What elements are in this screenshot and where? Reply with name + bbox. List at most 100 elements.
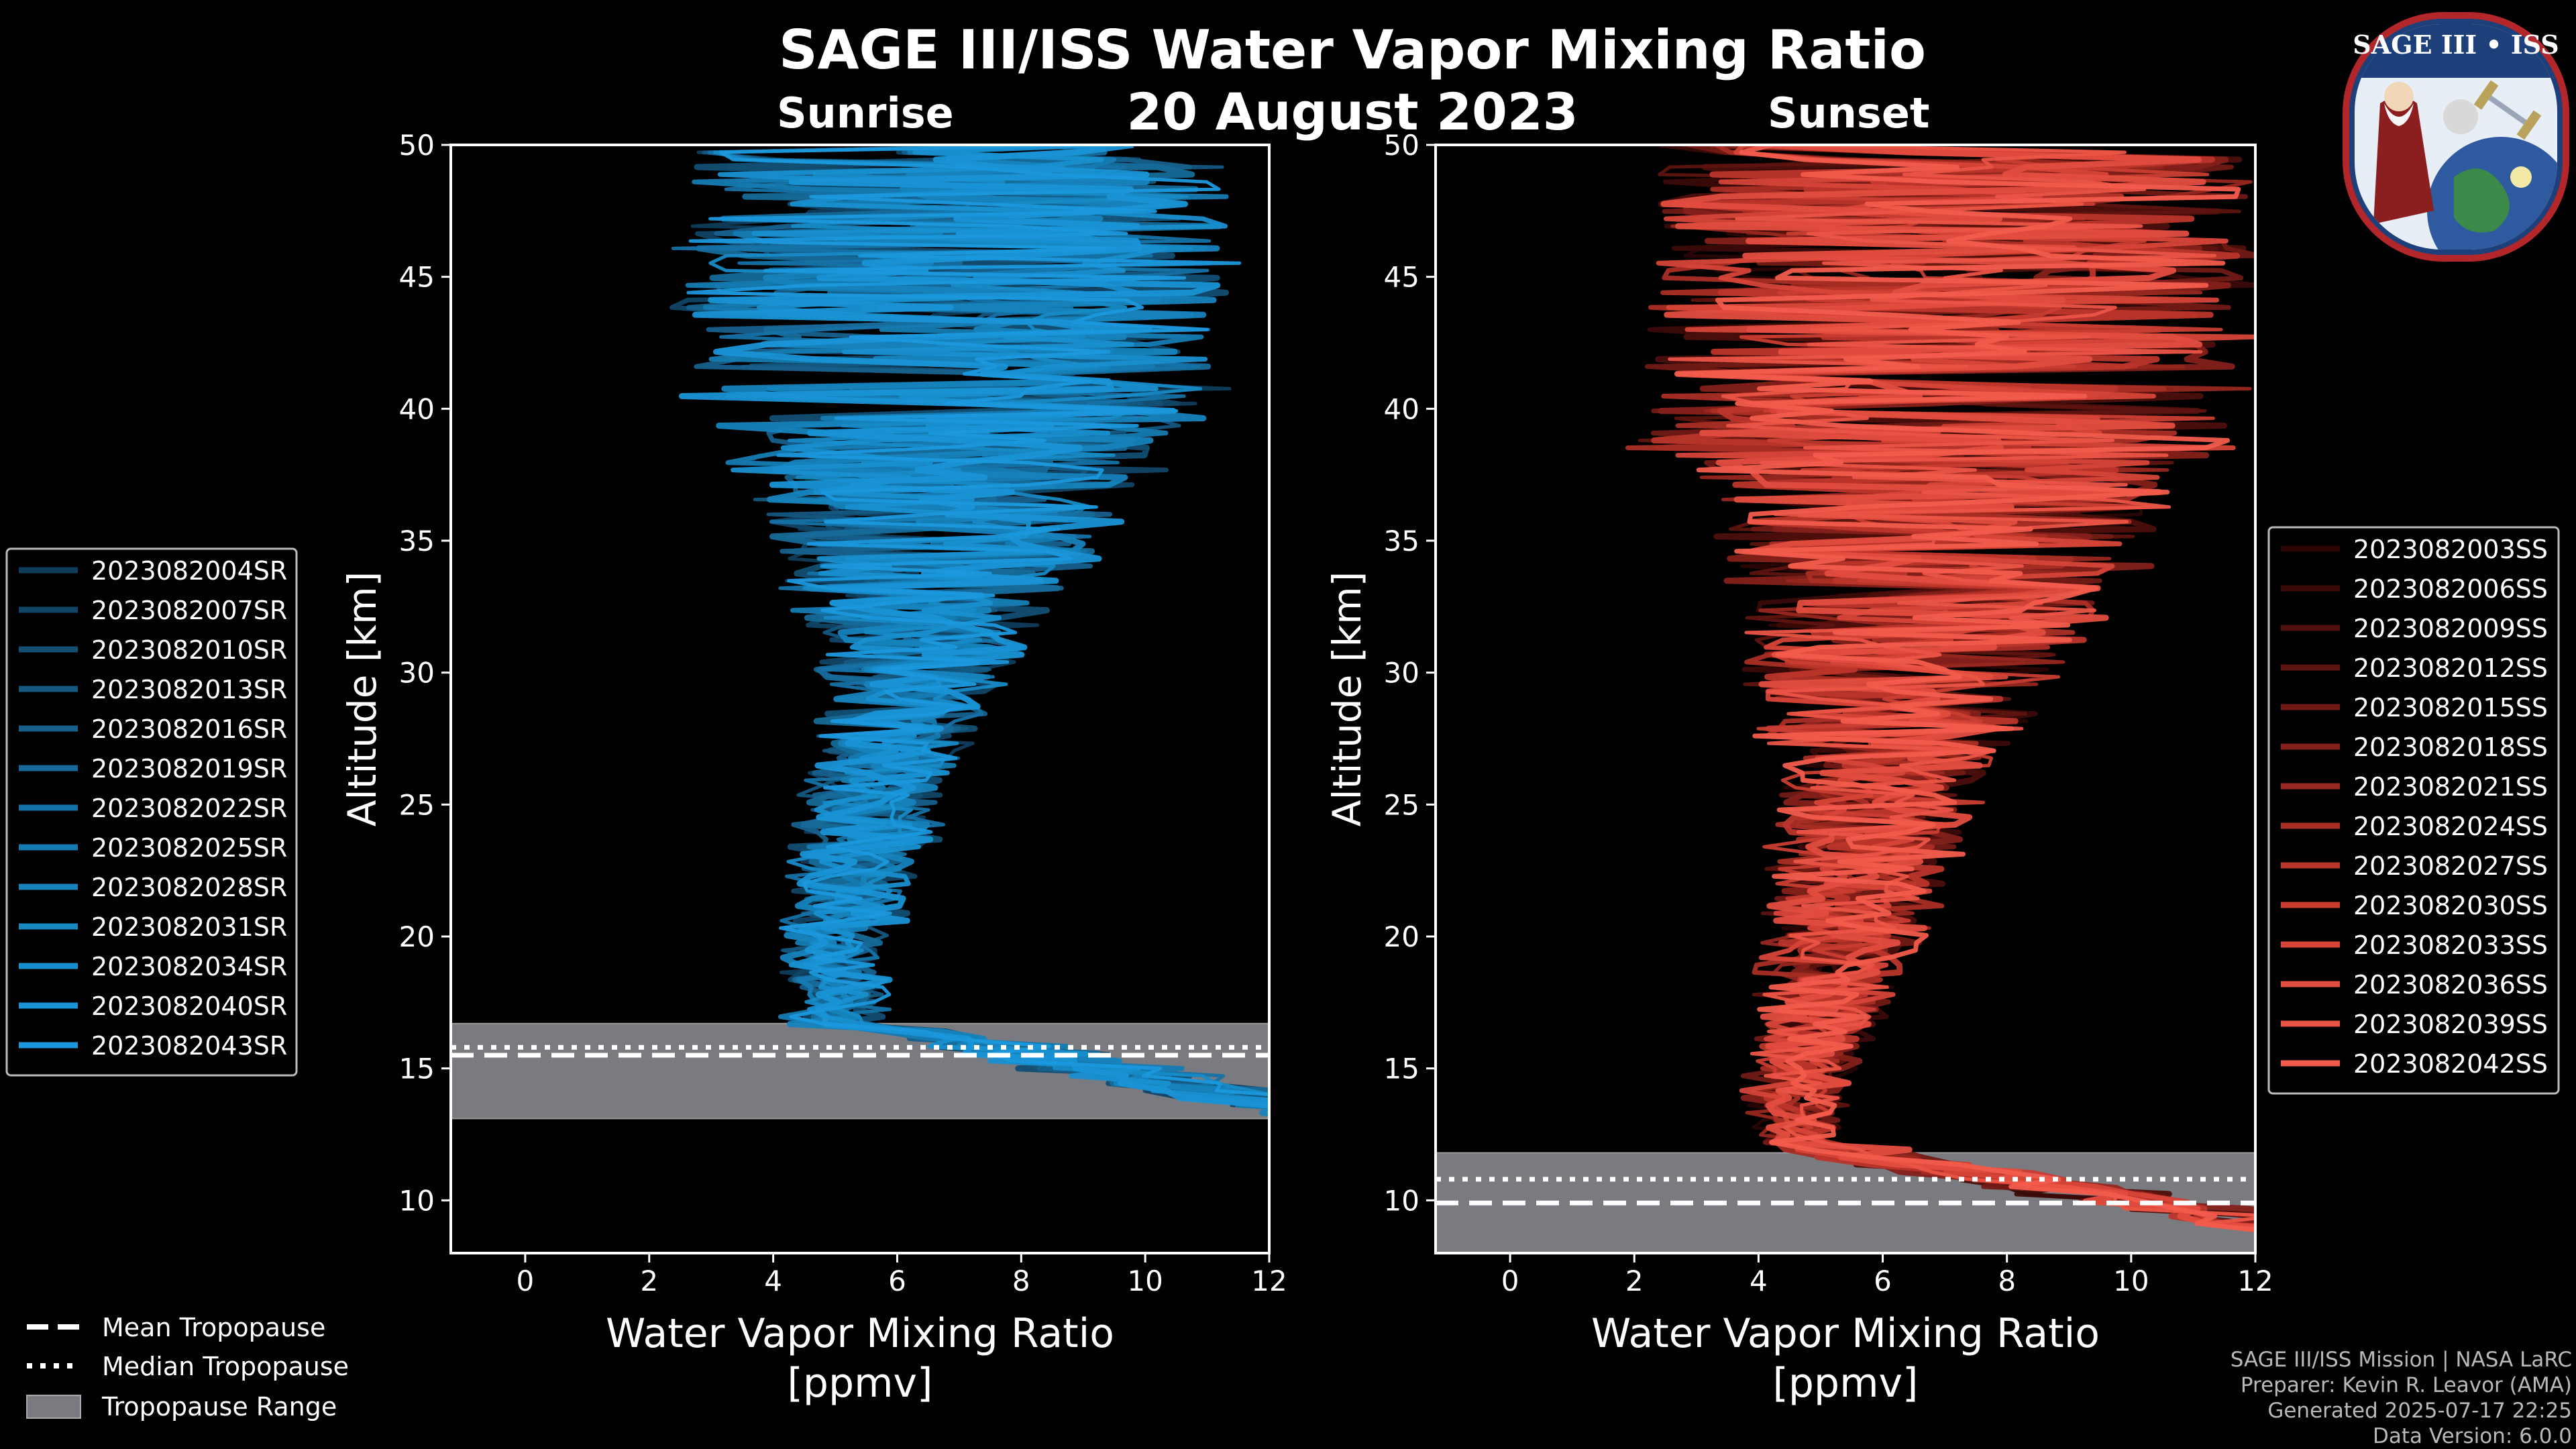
sage-mission-logo: SAGE III • ISS xyxy=(2343,12,2569,262)
y-tick-label: 50 xyxy=(399,129,435,162)
y-tick-label: 40 xyxy=(1384,392,1419,425)
legend-label: 2023082012SS xyxy=(2353,653,2548,683)
legend-label: 2023082025SR xyxy=(91,833,287,863)
sage-figure-icon xyxy=(2373,97,2434,224)
x-tick-label: 6 xyxy=(1874,1265,1892,1297)
profile-2023082030SS xyxy=(1714,145,2255,1228)
legend-label: 2023082019SR xyxy=(91,754,287,784)
profile-2023082040SR xyxy=(678,145,1269,1109)
sunrise-legend: 2023082004SR 2023082007SR 2023082010SR 2023… xyxy=(5,547,298,1077)
x-tick-label: 2 xyxy=(1625,1265,1644,1297)
x-axis-label: Water Vapor Mixing Ratio xyxy=(606,1310,1114,1357)
y-tick-label: 10 xyxy=(399,1184,435,1217)
tropopause-range-label: Tropopause Range xyxy=(101,1392,337,1421)
moon-icon xyxy=(2443,99,2478,134)
footer-credits: SAGE III/ISS Mission | NASA LaRC Prepare… xyxy=(2231,1347,2572,1449)
x-tick-label: 4 xyxy=(1750,1265,1768,1297)
legend-label: 2023082033SS xyxy=(2353,930,2548,960)
profile-2023082042SS xyxy=(1674,145,2255,1233)
y-tick-label: 10 xyxy=(1384,1184,1419,1217)
legend-label: 2023082004SR xyxy=(91,556,287,586)
legend-label: 2023082016SR xyxy=(91,714,287,744)
legend-label: 2023082024SS xyxy=(2353,812,2548,841)
legend-label: 2023082042SS xyxy=(2353,1049,2548,1079)
tropopause-range-swatch xyxy=(26,1395,81,1419)
y-tick-label: 25 xyxy=(399,788,435,821)
legend-label: 2023082028SR xyxy=(91,873,287,902)
legend-label: 2023082015SS xyxy=(2353,693,2548,722)
legend-label: 2023082030SS xyxy=(2353,891,2548,920)
logo-text: SAGE III • ISS xyxy=(2353,30,2559,60)
legend-label: 2023082010SR xyxy=(91,635,287,665)
legend-label: 2023082039SS xyxy=(2353,1010,2548,1039)
legend-label: 2023082040SR xyxy=(91,991,287,1021)
x-tick-label: 10 xyxy=(2113,1265,2149,1297)
x-tick-label: 8 xyxy=(1998,1265,2016,1297)
plot-frame xyxy=(449,144,1271,1254)
footer-preparer: Preparer: Kevin R. Leavor (AMA) xyxy=(2240,1373,2572,1397)
sunrise-panel-title: Sunrise xyxy=(777,89,954,138)
iss-icon xyxy=(2473,80,2542,140)
profile-2023082028SR xyxy=(716,145,1269,1116)
y-tick-label: 20 xyxy=(399,920,435,953)
y-tick-label: 30 xyxy=(1384,657,1419,690)
legend-label: 2023082022SR xyxy=(91,794,287,823)
legend-label: 2023082034SR xyxy=(91,952,287,981)
x-tick-label: 0 xyxy=(1501,1265,1519,1297)
legend-label: 2023082018SS xyxy=(2353,733,2548,762)
footer-data-version: Data Version: 6.0.0 xyxy=(2372,1424,2572,1448)
sunset-panel-title: Sunset xyxy=(1768,89,1930,138)
y-tick-label: 45 xyxy=(399,261,435,294)
x-tick-label: 12 xyxy=(2237,1265,2273,1297)
x-tick-label: 4 xyxy=(764,1265,782,1297)
x-axis-label-units: [ppmv] xyxy=(788,1360,933,1407)
x-axis-label: Water Vapor Mixing Ratio xyxy=(1591,1310,2100,1357)
plot-content xyxy=(451,145,1269,1120)
legend-box xyxy=(5,547,298,1077)
plot-content xyxy=(1436,145,2255,1253)
y-tick-label: 45 xyxy=(1384,261,1419,294)
y-tick-label: 30 xyxy=(399,657,435,690)
legend-box xyxy=(2267,526,2560,1095)
date-title: 20 August 2023 xyxy=(1126,82,1578,142)
sunset-legend: 2023082003SS 2023082006SS 2023082009SS 2023… xyxy=(2267,526,2560,1095)
x-tick-label: 10 xyxy=(1127,1265,1163,1297)
y-tick-label: 50 xyxy=(1384,129,1419,162)
x-tick-label: 12 xyxy=(1251,1265,1287,1297)
tropopause-legend: Mean Tropopause Median Tropopause Tropopau… xyxy=(26,1313,349,1421)
x-tick-label: 6 xyxy=(888,1265,906,1297)
legend-label: 2023082021SS xyxy=(2353,772,2548,802)
panel-sunset: 0 2 4 6 8 10 12 10 15 20 25 30 35 40 45 50 Water Vapor M… xyxy=(1324,129,2560,1407)
y-tick-label: 15 xyxy=(399,1053,435,1085)
legend-label: 2023082013SR xyxy=(91,675,287,704)
x-axis-label-units: [ppmv] xyxy=(1773,1360,1919,1407)
profile-2023082039SS xyxy=(1668,145,2255,1230)
legend-label: 2023082006SS xyxy=(2353,574,2548,604)
main-title: SAGE III/ISS Water Vapor Mixing Ratio xyxy=(778,19,1927,81)
x-tick-label: 0 xyxy=(517,1265,535,1297)
y-axis-label: Altitude [km] xyxy=(1324,572,1370,826)
legend-label: 2023082009SS xyxy=(2353,614,2548,643)
plot-frame xyxy=(1434,144,2257,1254)
panel-sunrise: 0 2 4 6 8 10 12 10 15 20 25 30 35 40 45 50 Water Vapor M… xyxy=(5,129,1287,1407)
profile-2023082043SR xyxy=(686,145,1269,1115)
y-tick-label: 40 xyxy=(399,392,435,425)
profile-2023082033SS xyxy=(1656,145,2255,1228)
legend-label: 2023082027SS xyxy=(2353,851,2548,881)
x-tick-label: 2 xyxy=(640,1265,658,1297)
legend-label: 2023082003SS xyxy=(2353,535,2548,564)
y-tick-label: 15 xyxy=(1384,1053,1419,1085)
y-tick-label: 35 xyxy=(1384,525,1419,557)
legend-label: 2023082036SS xyxy=(2353,970,2548,1000)
y-axis-label: Altitude [km] xyxy=(339,572,385,826)
y-tick-label: 35 xyxy=(399,525,435,557)
x-tick-label: 8 xyxy=(1012,1265,1030,1297)
legend-label: 2023082043SR xyxy=(91,1031,287,1061)
median-tropopause-label: Median Tropopause xyxy=(102,1352,349,1381)
footer-mission: SAGE III/ISS Mission | NASA LaRC xyxy=(2230,1348,2572,1372)
mean-tropopause-label: Mean Tropopause xyxy=(102,1313,325,1342)
legend-label: 2023082007SR xyxy=(91,596,287,625)
legend-label: 2023082031SR xyxy=(91,912,287,942)
